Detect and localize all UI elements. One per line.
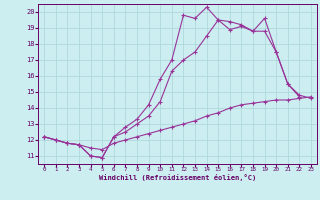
X-axis label: Windchill (Refroidissement éolien,°C): Windchill (Refroidissement éolien,°C) — [99, 174, 256, 181]
